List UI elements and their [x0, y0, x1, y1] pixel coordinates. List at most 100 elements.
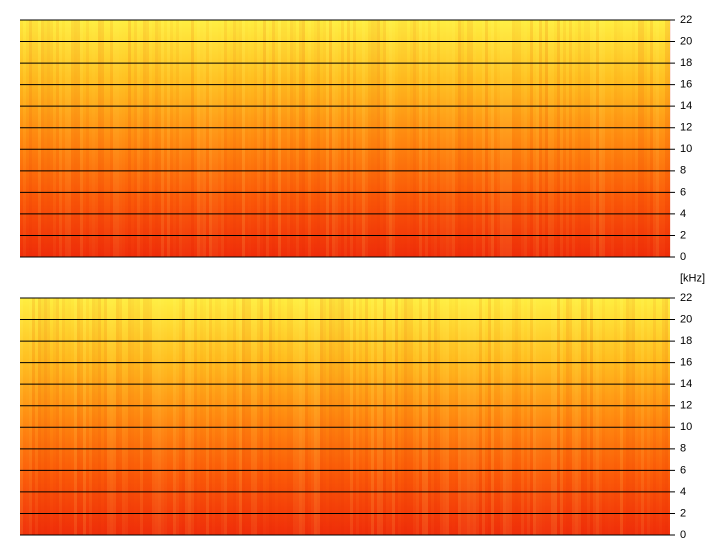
texture: [497, 298, 500, 535]
texture: [410, 20, 413, 257]
texture: [263, 20, 266, 257]
texture: [509, 20, 512, 257]
texture: [473, 20, 476, 257]
y-tick-label: 18: [680, 57, 692, 69]
texture: [647, 298, 650, 535]
texture: [656, 298, 659, 535]
texture: [422, 20, 425, 257]
texture: [539, 20, 542, 257]
texture: [620, 20, 623, 257]
spectrogram-image: [20, 298, 670, 535]
texture: [479, 20, 482, 257]
texture: [44, 298, 47, 535]
texture: [83, 20, 86, 257]
texture: [353, 20, 356, 257]
texture: [578, 20, 581, 257]
y-tick-label: 18: [680, 335, 692, 347]
texture: [167, 298, 170, 535]
texture: [527, 20, 530, 257]
texture: [218, 298, 221, 535]
texture: [653, 20, 656, 257]
texture: [338, 20, 341, 257]
texture: [359, 298, 362, 535]
texture: [152, 20, 155, 257]
texture: [395, 20, 398, 257]
texture: [308, 298, 311, 535]
texture: [464, 298, 467, 535]
texture: [575, 20, 578, 257]
texture: [179, 298, 182, 535]
texture: [236, 298, 239, 535]
texture: [182, 298, 185, 535]
texture: [161, 298, 164, 535]
texture: [29, 298, 32, 535]
texture: [188, 298, 191, 535]
texture: [209, 20, 212, 257]
y-tick-label: 6: [680, 464, 686, 476]
texture: [200, 20, 203, 257]
texture: [68, 20, 71, 257]
texture: [278, 298, 281, 535]
texture: [647, 20, 650, 257]
texture: [449, 298, 452, 535]
texture: [122, 298, 125, 535]
texture: [98, 298, 101, 535]
texture: [530, 20, 533, 257]
texture: [281, 20, 284, 257]
texture: [662, 298, 665, 535]
texture: [449, 20, 452, 257]
texture: [350, 20, 353, 257]
texture: [392, 20, 395, 257]
texture: [443, 298, 446, 535]
texture: [668, 298, 671, 535]
texture: [293, 298, 296, 535]
texture: [50, 298, 53, 535]
texture: [335, 20, 338, 257]
texture: [86, 20, 89, 257]
y-tick-label: 14: [680, 378, 692, 390]
texture: [344, 298, 347, 535]
y-axis-label: [kHz]: [680, 272, 705, 284]
texture: [413, 298, 416, 535]
texture: [665, 298, 668, 535]
texture: [41, 20, 44, 257]
texture: [605, 298, 608, 535]
texture: [641, 298, 644, 535]
texture: [185, 20, 188, 257]
texture: [536, 20, 539, 257]
texture: [365, 298, 368, 535]
texture: [296, 20, 299, 257]
texture: [455, 298, 458, 535]
texture: [515, 20, 518, 257]
texture: [176, 298, 179, 535]
texture: [374, 298, 377, 535]
texture: [263, 298, 266, 535]
texture: [464, 20, 467, 257]
texture: [458, 298, 461, 535]
texture: [128, 298, 131, 535]
texture: [131, 20, 134, 257]
texture: [467, 298, 470, 535]
texture: [557, 298, 560, 535]
texture: [311, 298, 314, 535]
texture: [632, 20, 635, 257]
texture: [152, 298, 155, 535]
y-tick-label: 16: [680, 79, 692, 91]
texture: [86, 298, 89, 535]
texture: [107, 20, 110, 257]
texture: [347, 20, 350, 257]
texture: [428, 20, 431, 257]
texture: [569, 20, 572, 257]
texture: [170, 20, 173, 257]
texture: [560, 20, 563, 257]
y-tick-label: 20: [680, 35, 692, 47]
texture: [476, 20, 479, 257]
texture: [32, 298, 35, 535]
texture: [230, 20, 233, 257]
texture: [266, 298, 269, 535]
texture: [650, 20, 653, 257]
texture: [113, 298, 116, 535]
texture: [593, 298, 596, 535]
texture: [644, 20, 647, 257]
texture: [425, 20, 428, 257]
